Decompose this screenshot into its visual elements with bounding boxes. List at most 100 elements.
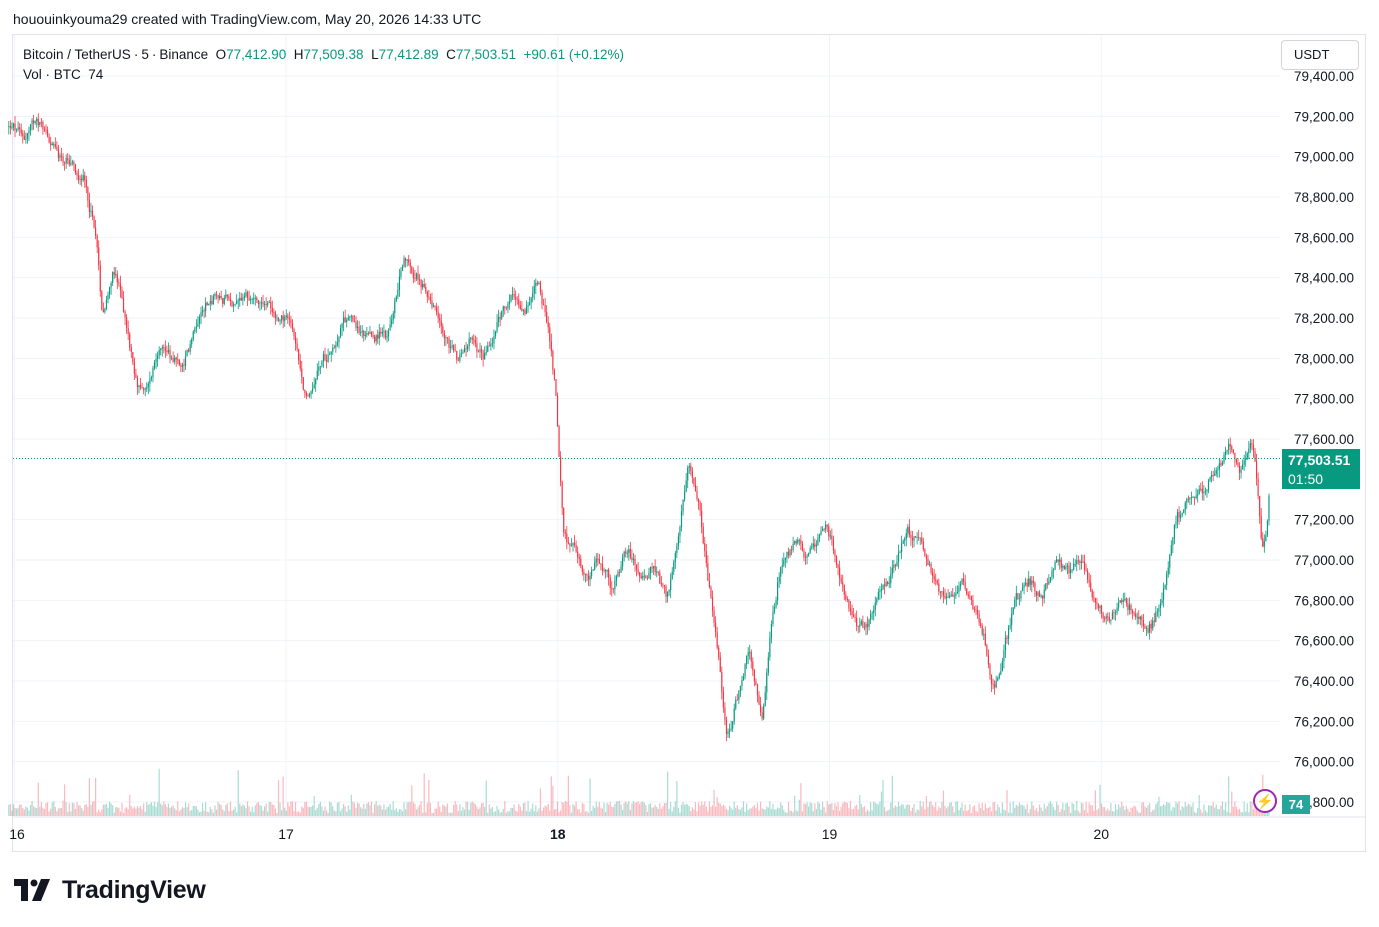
volume-bar [246,801,249,816]
volume-bar [549,810,551,816]
candle-body [198,316,201,324]
volume-bar [77,805,80,816]
volume-bar [601,808,604,816]
candle-body [823,529,825,531]
tradingview-logo[interactable]: TradingView [14,875,206,905]
candle-body [556,395,559,427]
volume-bar [804,804,807,816]
volume-bar [1046,805,1048,816]
volume-bar [573,805,576,816]
volume-bar [146,802,148,816]
volume-bar [356,802,359,816]
volume-bar [1020,804,1022,816]
candle-body [750,651,752,662]
volume-bar [718,802,720,816]
candle-body [102,309,104,313]
candle-body [499,316,501,319]
volume-bar [183,808,185,816]
volume-bar [1180,810,1182,816]
volume-bar [1042,811,1044,816]
volume-bar [990,811,993,816]
volume-bar [577,809,579,816]
volume-bar [243,805,246,816]
candle-body [150,377,153,379]
candle-body [437,312,439,318]
candle-body [604,570,607,572]
candle-body [1012,607,1014,614]
candle-body [1119,600,1121,604]
price-tick-label: 76,200.00 [1294,714,1354,729]
volume-bar [1094,790,1096,816]
volume-bar [418,804,421,816]
volume-bar [290,801,292,816]
volume-bar [629,809,631,816]
candle-body [707,563,709,581]
volume-bar [1211,805,1213,816]
candle-body [1249,443,1251,449]
candle-body [1214,473,1216,476]
time-tick-label: 16 [9,826,25,842]
volume-bar [883,807,886,816]
volume-bar [640,802,642,816]
candle-body [84,175,86,180]
candle-body [113,272,115,275]
candle-body [389,324,391,331]
candle-body [312,388,314,392]
volume-bar [386,807,388,816]
candle-body [127,328,129,334]
candle-body [381,332,383,334]
candle-body [344,317,346,322]
candle-body [736,699,738,701]
candle-body [456,351,458,360]
volume-bar [206,811,208,816]
volume-bar [136,805,139,816]
candle-body [253,298,255,300]
candle-body [68,159,70,165]
volume-bar [594,807,596,816]
volume-bar [1248,812,1250,816]
volume-bar [499,812,501,816]
candle-body [130,347,132,353]
volume-bar [784,812,786,816]
volume-bar [494,811,497,816]
volume-bar [668,809,670,816]
volume-bar [1023,805,1025,816]
candle-body [87,187,89,201]
volume-bar [587,812,590,816]
volume-bar [304,801,306,816]
volume-bar [1131,807,1134,816]
currency-button[interactable]: USDT [1281,40,1359,70]
candle-body [428,296,430,298]
volume-bar [50,808,52,816]
volume-bar [1238,808,1241,816]
volume-bar [1152,810,1154,816]
volume-bar [612,807,614,816]
volume-bar [17,807,19,816]
candle-body [547,322,549,328]
volume-bar [1183,807,1185,816]
volume-bar [653,807,655,816]
volume-bar [708,801,711,816]
volume-bar [56,811,58,816]
volume-bar [248,806,250,816]
candle-body [1221,462,1224,466]
volume-bar [1026,803,1028,816]
change-value: +90.61 (+0.12%) [523,47,625,62]
volume-bar [237,770,239,816]
volume-bar [349,809,351,816]
candle-body [521,308,523,311]
candle-body [615,576,618,581]
volume-bar [522,803,525,816]
volume-bar [527,801,529,816]
candle-body [409,262,411,267]
volume-bar [217,802,219,816]
lightning-icon[interactable]: ⚡ [1253,789,1277,813]
candle-body [964,582,966,589]
volume-bar [609,801,611,816]
candle-body [11,127,13,128]
candle-body [356,326,359,328]
volume-bar [476,806,478,816]
volume-bar [831,802,833,816]
candle-body [764,692,766,706]
